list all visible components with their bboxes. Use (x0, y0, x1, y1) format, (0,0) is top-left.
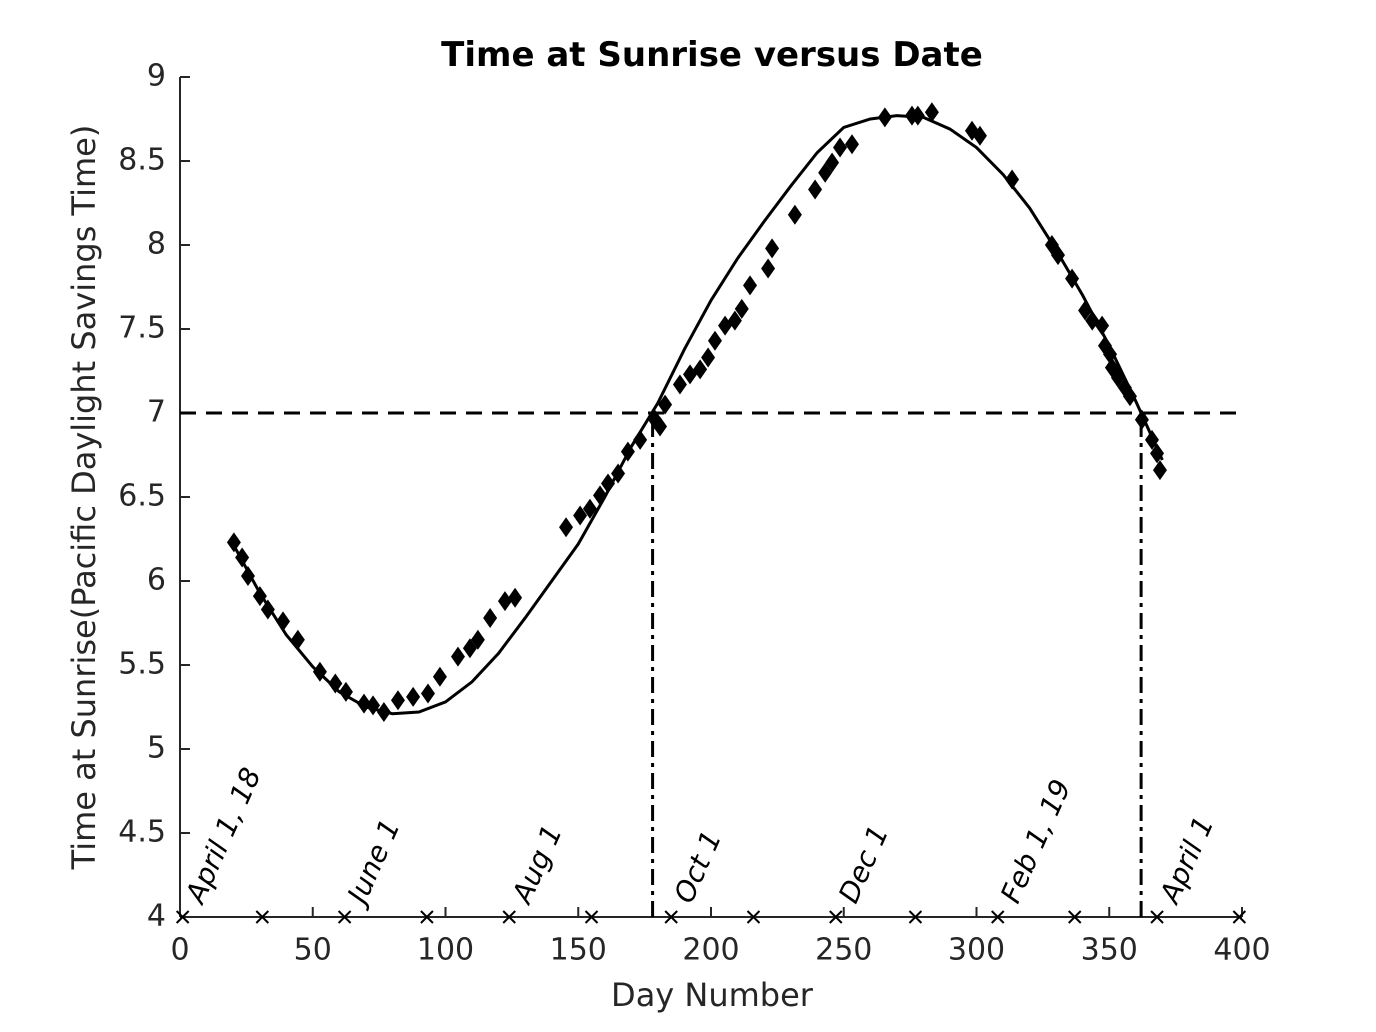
data-point (701, 347, 716, 368)
month-marker (1150, 910, 1164, 924)
data-point (833, 137, 848, 158)
data-point (658, 394, 673, 415)
x-tick-label: 50 (294, 933, 332, 968)
date-label: June 1 (339, 814, 407, 912)
x-tick-label: 150 (550, 933, 607, 968)
data-point (1095, 315, 1110, 336)
data-point (1152, 460, 1167, 481)
data-point (844, 134, 859, 155)
y-tick-label: 4 (147, 899, 166, 934)
data-point (559, 517, 574, 538)
data-point (707, 330, 722, 351)
month-marker (664, 910, 678, 924)
data-point (226, 532, 241, 553)
y-tick-label: 8.5 (118, 143, 166, 178)
x-tick-label: 300 (948, 933, 1005, 968)
month-marker (255, 910, 270, 924)
fit-curve (231, 114, 1164, 716)
data-point (765, 238, 780, 259)
y-tick-label: 7 (147, 395, 166, 430)
data-point (734, 298, 749, 319)
data-point (1122, 386, 1137, 407)
data-point (573, 505, 588, 526)
month-marker (1232, 910, 1247, 924)
month-marker (908, 910, 923, 924)
data-point (432, 666, 447, 687)
data-point (972, 125, 987, 146)
date-label: Aug 1 (505, 820, 569, 910)
month-marker (584, 910, 599, 924)
data-point (924, 102, 939, 123)
x-axis-label: Day Number (611, 976, 814, 1014)
y-axis-label: Time at Sunrise(Pacific Daylight Savings… (65, 125, 103, 871)
data-point (672, 374, 687, 395)
data-point (450, 646, 465, 667)
data-point (420, 683, 435, 704)
date-label: Oct 1 (667, 826, 728, 908)
x-tick-label: 0 (170, 933, 189, 968)
data-point (240, 565, 255, 586)
month-marker (420, 910, 434, 924)
date-label: April 1, 18 (178, 763, 268, 910)
y-tick-label: 8 (147, 227, 166, 262)
x-tick-label: 200 (682, 933, 739, 968)
x-tick-label: 100 (417, 933, 474, 968)
y-tick-label: 6 (147, 563, 166, 598)
data-point (483, 607, 498, 628)
y-tick-label: 7.5 (118, 311, 166, 346)
x-tick-label: 350 (1081, 933, 1138, 968)
data-point (260, 599, 275, 620)
month-marker (829, 910, 843, 924)
data-point (508, 587, 523, 608)
data-point (743, 275, 758, 296)
y-tick-label: 9 (147, 59, 166, 94)
date-label: Dec 1 (832, 821, 895, 908)
y-tick-label: 5 (147, 731, 166, 766)
date-label: Feb 1, 19 (994, 775, 1078, 908)
data-point (406, 686, 421, 707)
x-tick-label: 400 (1213, 933, 1270, 968)
data-point (1005, 169, 1020, 190)
month-marker (991, 910, 1005, 924)
data-point (390, 690, 405, 711)
month-marker (502, 910, 516, 924)
data-point (328, 673, 343, 694)
data-point (497, 591, 512, 612)
month-marker (337, 910, 352, 924)
y-tick-label: 4.5 (118, 815, 166, 850)
data-point (582, 498, 597, 519)
data-point (470, 629, 485, 650)
date-label: April 1 (1152, 812, 1220, 910)
data-point (808, 179, 823, 200)
chart-title: Time at Sunrise versus Date (441, 35, 983, 75)
data-point (825, 152, 840, 173)
data-point (600, 473, 615, 494)
y-tick-label: 5.5 (118, 647, 166, 682)
data-point (1103, 344, 1118, 365)
data-point (633, 429, 648, 450)
data-point (693, 359, 708, 380)
y-tick-label: 6.5 (118, 479, 166, 514)
month-marker (175, 910, 190, 924)
month-marker (746, 910, 761, 924)
month-marker (1068, 910, 1082, 924)
data-point (727, 310, 742, 331)
data-point (787, 204, 802, 225)
data-point (653, 416, 668, 437)
data-point (761, 258, 776, 279)
x-tick-label: 250 (815, 933, 872, 968)
